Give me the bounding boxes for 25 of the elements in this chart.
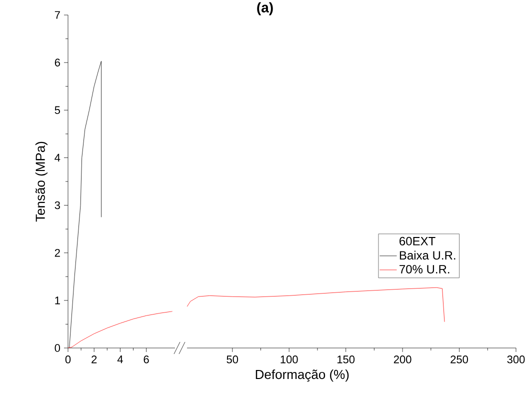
x-tick-label: 100 (280, 356, 298, 364)
y-tick-label: 6 (54, 58, 60, 66)
y-axis-title: Tensão (MPa) (35, 142, 48, 222)
y-tick-label: 0 (54, 344, 60, 352)
y-tick-label: 2 (54, 249, 60, 257)
y-tick-label: 7 (54, 11, 60, 19)
x-tick-label: 300 (507, 356, 525, 364)
x-tick-label: 150 (337, 356, 355, 364)
line-series (68, 311, 173, 348)
y-tick-label: 4 (54, 154, 60, 162)
x-tick-label: 0 (65, 356, 71, 364)
x-axis-title: Deformação (%) (256, 370, 349, 382)
y-tick-label: 1 (55, 296, 60, 304)
legend-label: 70% U.R. (400, 264, 450, 274)
y-tick-label: 5 (54, 106, 60, 114)
chart-title: (a) (257, 2, 273, 16)
x-tick-label: 2 (92, 356, 97, 364)
y-tick-label: 3 (54, 201, 60, 210)
x-tick-label: 6 (144, 356, 149, 364)
x-tick-label: 50 (226, 356, 238, 364)
x-tick-label: 200 (394, 356, 412, 364)
x-tick-label: 250 (450, 356, 468, 364)
legend-label: Baixa U.R. (400, 250, 456, 260)
x-tick-label: 4 (117, 356, 123, 364)
legend-title: 60EXT (400, 236, 436, 246)
